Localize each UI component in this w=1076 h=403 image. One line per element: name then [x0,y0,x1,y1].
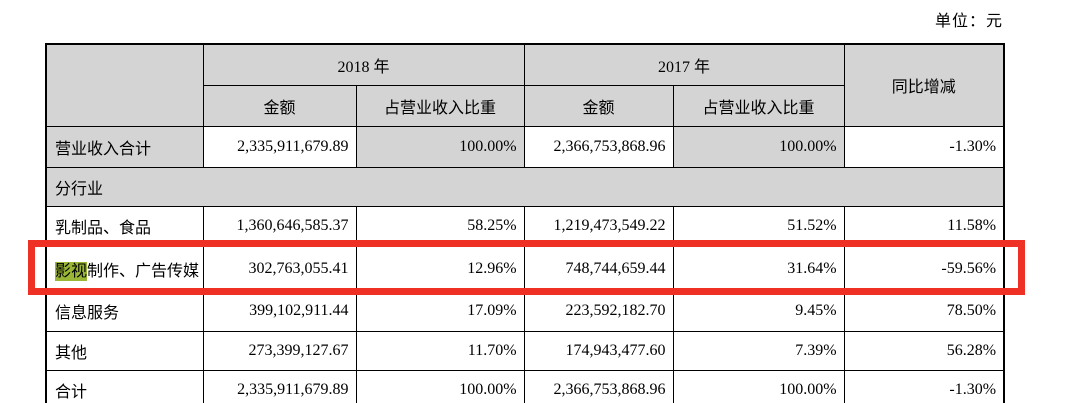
cell-amount-2017: 174,943,477.60 [523,330,674,371]
cell-ratio-2017: 7.39% [672,330,845,371]
row-label: 合计 [45,369,204,403]
cell-ratio-2017: 31.64% [672,245,845,292]
row-label: 信息服务 [45,290,204,332]
cell-amount-2017: 2,366,753,868.96 [523,369,674,403]
cell-ratio-2018: 17.09% [355,290,525,332]
cell-ratio-2018: 11.70% [355,330,525,371]
cell-ratio-2017: 100.00% [672,369,845,403]
cell-amount-2017: 223,592,182.70 [523,290,674,332]
header-ratio-2017: 占营业收入比重 [672,84,845,127]
row-label-rest: 制作、广告传媒 [87,262,200,280]
cell-amount-2018: 302,763,055.41 [202,245,357,292]
cell-amount-2017: 2,366,753,868.96 [523,125,674,168]
cell-amount-2017: 1,219,473,549.22 [523,205,674,247]
header-yoy: 同比增减 [843,43,1005,127]
row-label: 乳制品、食品 [45,205,204,247]
table-row-film-media: 影视制作、广告传媒 302,763,055.41 12.96% 748,744,… [45,245,1005,292]
cell-yoy: -1.30% [843,369,1005,403]
row-label: 营业收入合计 [45,125,204,168]
unit-label: 单位：元 [934,13,1003,30]
cell-amount-2018: 1,360,646,585.37 [202,205,357,247]
cell-ratio-2017: 100.00% [672,125,845,168]
cell-ratio-2017: 51.52% [672,205,845,247]
highlighted-search-term: 影视 [55,261,88,281]
row-label: 影视制作、广告传媒 [45,245,204,292]
table-row-total-revenue: 营业收入合计 2,335,911,679.89 100.00% 2,366,75… [45,125,1005,168]
cell-amount-2018: 2,335,911,679.89 [202,125,357,168]
row-label: 其他 [45,330,204,371]
cell-yoy: -59.56% [843,245,1005,292]
cell-ratio-2017: 9.45% [672,290,845,332]
cell-yoy: 11.58% [843,205,1005,247]
cell-amount-2018: 273,399,127.67 [202,330,357,371]
cell-amount-2018: 399,102,911.44 [202,290,357,332]
cell-ratio-2018: 100.00% [355,125,525,168]
table-row-info-services: 信息服务 399,102,911.44 17.09% 223,592,182.7… [45,290,1005,332]
table-row-grand-total: 合计 2,335,911,679.89 100.00% 2,366,753,86… [45,369,1005,403]
cell-yoy: 56.28% [843,330,1005,371]
cell-ratio-2018: 58.25% [355,205,525,247]
cell-yoy: 78.50% [843,290,1005,332]
corner-cell [45,43,204,127]
header-year-2018: 2018 年 [202,43,525,86]
header-amount-2018: 金额 [202,84,357,127]
table-row-other: 其他 273,399,127.67 11.70% 174,943,477.60 … [45,330,1005,371]
cell-yoy: -1.30% [843,125,1005,168]
cell-amount-2018: 2,335,911,679.89 [202,369,357,403]
header-ratio-2018: 占营业收入比重 [355,84,525,127]
header-row-years: 2018 年 2017 年 同比增减 [45,43,1005,127]
table-row-dairy-food: 乳制品、食品 1,360,646,585.37 58.25% 1,219,473… [45,205,1005,247]
cell-amount-2017: 748,744,659.44 [523,245,674,292]
revenue-by-industry-table: 2018 年 2017 年 同比增减 金额 占营业收入比重 金额 占营业收入比重… [45,43,1006,403]
cell-ratio-2018: 12.96% [355,245,525,292]
section-header-cell: 分行业 [45,166,1005,207]
header-amount-2017: 金额 [523,84,674,127]
header-year-2017: 2017 年 [523,43,845,86]
table-row-section-by-industry: 分行业 [45,166,1005,207]
header-row-metrics: 金额 占营业收入比重 金额 占营业收入比重 [46,84,1004,127]
cell-ratio-2018: 100.00% [355,369,525,403]
